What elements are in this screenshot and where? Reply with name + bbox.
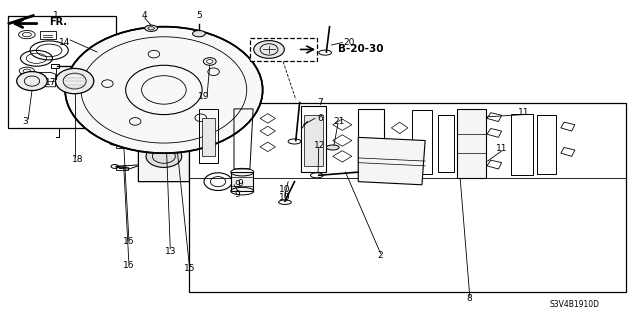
Text: 13: 13 <box>164 247 176 256</box>
Ellipse shape <box>146 145 182 167</box>
Bar <box>8 16 116 128</box>
Text: 11: 11 <box>496 144 508 153</box>
Bar <box>116 167 127 170</box>
Ellipse shape <box>65 27 262 153</box>
Text: 19: 19 <box>198 92 210 101</box>
Text: 7: 7 <box>317 98 323 107</box>
Text: 11: 11 <box>518 108 530 116</box>
Ellipse shape <box>326 145 339 150</box>
Bar <box>202 118 215 156</box>
Text: 10: 10 <box>279 185 291 194</box>
Text: 20: 20 <box>343 38 355 47</box>
Text: 15: 15 <box>184 264 195 273</box>
Text: 18: 18 <box>72 155 84 164</box>
Text: 5: 5 <box>196 11 202 20</box>
Text: 21: 21 <box>333 117 345 126</box>
Text: 8: 8 <box>467 294 472 303</box>
Text: 6: 6 <box>317 114 323 123</box>
Polygon shape <box>138 131 189 182</box>
Polygon shape <box>457 109 486 178</box>
Text: 2: 2 <box>378 251 383 260</box>
Text: 3: 3 <box>23 117 28 126</box>
Bar <box>51 64 60 68</box>
Text: 16: 16 <box>123 237 134 246</box>
Polygon shape <box>358 137 425 185</box>
Bar <box>40 32 56 39</box>
Bar <box>231 172 253 191</box>
Text: B-20-30: B-20-30 <box>338 44 383 55</box>
Text: 16: 16 <box>123 261 134 270</box>
Ellipse shape <box>96 66 149 101</box>
Text: 4: 4 <box>142 11 148 20</box>
Ellipse shape <box>68 49 177 118</box>
Text: 9: 9 <box>237 179 243 188</box>
Text: 10: 10 <box>279 193 291 202</box>
Ellipse shape <box>17 71 47 91</box>
Ellipse shape <box>145 25 157 32</box>
Bar <box>304 115 323 166</box>
Text: S3V4B1910D: S3V4B1910D <box>550 300 600 309</box>
Text: 17: 17 <box>45 78 57 86</box>
Ellipse shape <box>253 41 284 58</box>
Text: FR.: FR. <box>49 17 67 27</box>
Ellipse shape <box>56 69 94 94</box>
Bar <box>116 145 127 148</box>
Text: 1: 1 <box>52 11 58 20</box>
FancyBboxPatch shape <box>250 38 317 62</box>
Text: 9: 9 <box>234 190 240 199</box>
Text: 12: 12 <box>314 141 326 150</box>
Ellipse shape <box>193 31 205 37</box>
Text: 14: 14 <box>60 38 71 47</box>
Text: 9: 9 <box>234 180 240 189</box>
